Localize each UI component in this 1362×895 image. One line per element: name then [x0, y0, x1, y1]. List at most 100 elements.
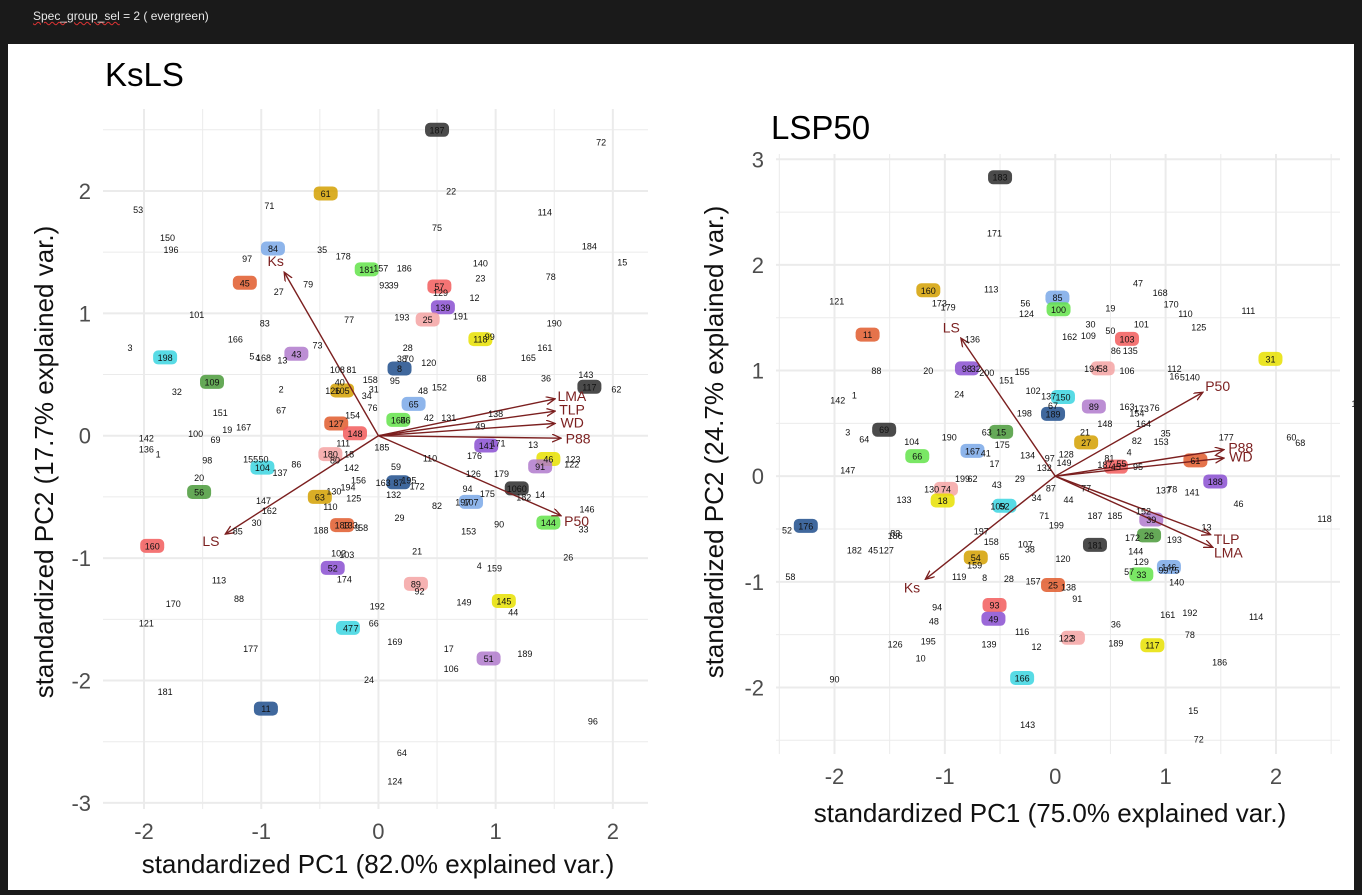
point-label: 46 [1233, 499, 1243, 509]
sample-marker [330, 518, 355, 533]
point-label: 142 [830, 396, 845, 406]
point-label: 67 [1048, 401, 1058, 411]
point-label: 168 [256, 353, 271, 363]
point-label: 103 [339, 550, 354, 560]
point-label: 91 [1072, 594, 1082, 604]
sample-marker [335, 620, 360, 635]
sample-marker [427, 279, 452, 294]
point-label: 95 [390, 376, 400, 386]
point-label: 57 [1124, 567, 1134, 577]
x-tick-label: -2 [134, 819, 154, 844]
point-label: 109 [204, 377, 219, 387]
point-label: 50 [1105, 326, 1115, 336]
point-label: 138 [1061, 583, 1076, 593]
point-label: 26 [563, 552, 573, 562]
sample-marker [330, 383, 355, 398]
x-tick-label: 2 [607, 819, 619, 844]
point-label: 160 [921, 286, 936, 296]
point-label: 71 [264, 201, 274, 211]
point-label: 193 [394, 313, 409, 323]
point-label: 176 [798, 521, 813, 531]
y-tick-label: 3 [752, 147, 764, 172]
point-label: 157 [1026, 576, 1041, 586]
loading-label-ks: Ks [904, 579, 920, 595]
point-label: 30 [1086, 320, 1096, 330]
point-label: 110 [423, 453, 437, 463]
point-label: 194 [340, 483, 355, 493]
point-label: 116 [1015, 627, 1029, 637]
point-label: 52 [782, 526, 792, 536]
point-label: 60 [1286, 433, 1296, 443]
point-label: 138 [488, 409, 503, 419]
point-label: 166 [1015, 673, 1030, 683]
point-label: 17 [444, 644, 454, 654]
point-label: 88 [234, 594, 244, 604]
point-label: 197 [455, 497, 470, 507]
point-label: 46 [543, 455, 553, 465]
point-label: 186 [1212, 658, 1227, 668]
sample-markers-ksls [140, 122, 602, 716]
point-label: 19 [222, 425, 232, 435]
sample-marker [1041, 577, 1066, 592]
point-label: 189 [517, 649, 532, 659]
point-label: 33 [1136, 570, 1146, 580]
sample-marker [982, 598, 1007, 613]
point-label: 139 [982, 640, 997, 650]
point-label: 113 [984, 285, 998, 295]
point-label: 19 [1105, 304, 1115, 314]
point-label: 68 [477, 374, 487, 384]
sample-marker [459, 494, 484, 509]
loading-arrow-p88 [1055, 450, 1223, 477]
point-label: 56 [1020, 298, 1030, 308]
point-label: 99 [1158, 566, 1168, 576]
point-label: 18 [344, 450, 354, 460]
point-label: 188 [313, 525, 328, 535]
point-label: 14 [1352, 399, 1354, 409]
x-tick-label: -2 [825, 764, 845, 789]
grid-lsp50 [776, 154, 1340, 754]
point-label: 175 [480, 489, 495, 499]
point-label: 146 [1161, 563, 1176, 573]
sample-marker [250, 460, 275, 475]
point-label: 1 [156, 450, 161, 460]
point-label: 112 [1167, 364, 1181, 374]
point-label: 164 [1136, 419, 1151, 429]
point-label: 93 [379, 281, 389, 291]
point-label: 117 [1145, 641, 1159, 651]
point-label: 97 [242, 254, 252, 264]
point-label: 102 [331, 549, 346, 559]
point-label: 53 [133, 205, 143, 215]
sample-marker [905, 449, 930, 464]
point-label: 73 [312, 341, 322, 351]
point-label: 197 [974, 527, 989, 537]
y-tick-label: -2 [71, 669, 91, 694]
point-label: 45 [868, 546, 878, 556]
point-label: 38 [397, 354, 407, 364]
point-label: 189 [1046, 409, 1061, 419]
point-label: 36 [1111, 620, 1121, 630]
point-label: 67 [276, 406, 286, 416]
point-label: 169 [387, 637, 402, 647]
sample-marker [989, 424, 1014, 439]
point-label: 49 [988, 614, 998, 624]
point-label: 144 [541, 518, 556, 528]
point-label: 122 [1059, 633, 1074, 643]
sample-marker [415, 312, 440, 327]
point-label: 167 [965, 446, 980, 456]
spec-group-value: = 2 ( evergreen) [119, 9, 209, 23]
point-label: 55 [1116, 459, 1126, 469]
sample-marker [930, 493, 955, 508]
point-label: 140 [473, 259, 488, 269]
point-label: 181 [158, 687, 173, 697]
spec-group-label: Spec_group_sel = 2 ( evergreen) [33, 9, 209, 23]
point-label: 184 [582, 242, 597, 252]
point-label: 174 [337, 574, 352, 584]
point-label: 63 [315, 492, 325, 502]
point-label: 164 [391, 415, 406, 425]
point-label: 140 [1169, 577, 1184, 587]
sample-marker [140, 538, 165, 553]
loading-label-p88: P88 [566, 430, 591, 446]
point-label: 155 [243, 455, 258, 465]
y-tick-label: -3 [71, 791, 91, 816]
